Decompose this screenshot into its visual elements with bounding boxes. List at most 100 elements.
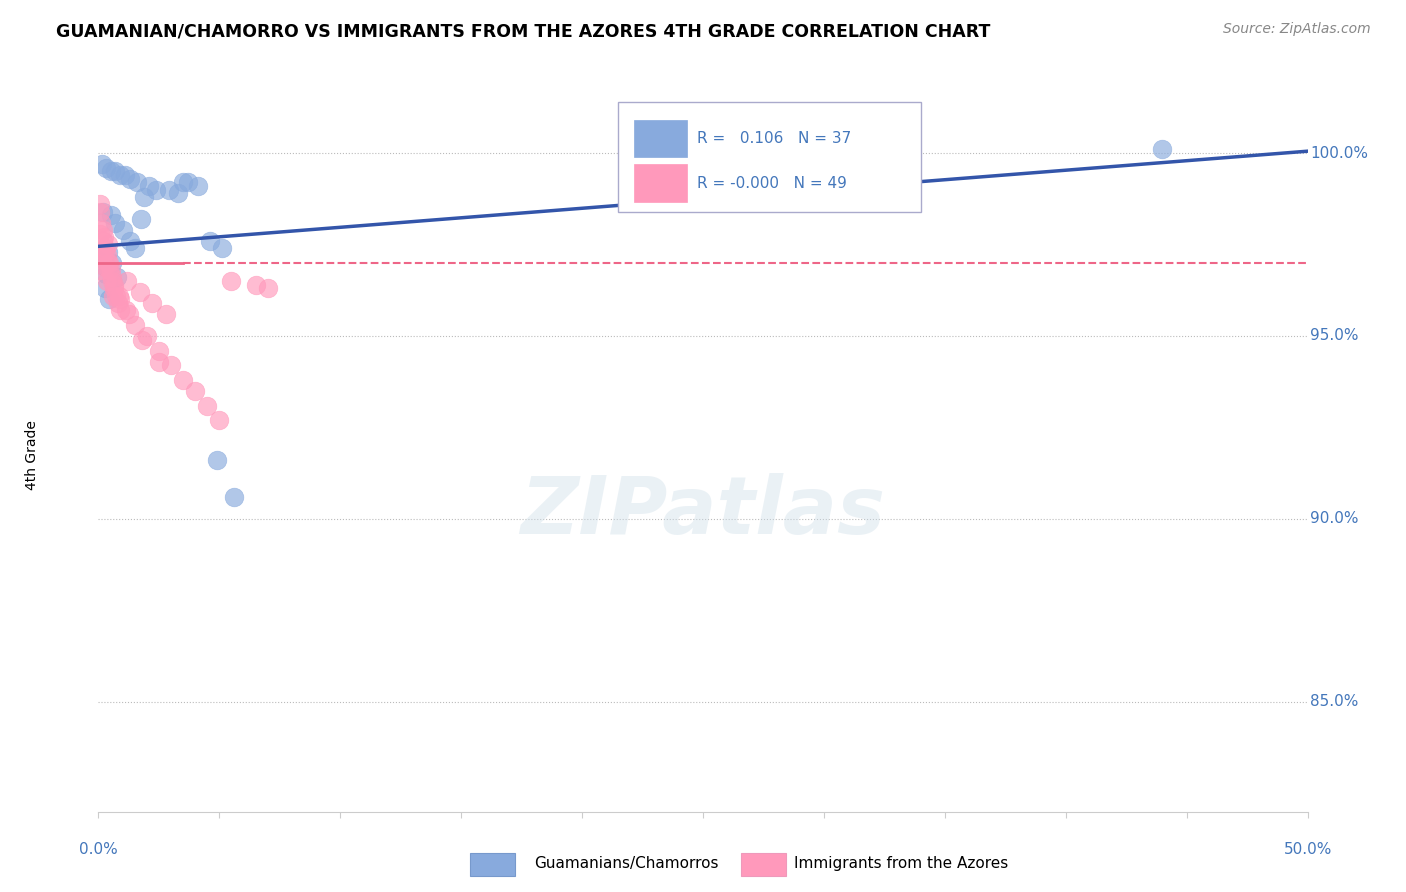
Point bbox=[134, 190, 156, 204]
Text: 90.0%: 90.0% bbox=[1310, 511, 1358, 526]
Point bbox=[177, 175, 200, 189]
Point bbox=[103, 281, 125, 295]
Point bbox=[160, 358, 183, 372]
Point bbox=[108, 168, 131, 182]
Point bbox=[89, 204, 111, 219]
Point bbox=[101, 270, 124, 285]
Point bbox=[104, 215, 127, 229]
Text: GUAMANIAN/CHAMORRO VS IMMIGRANTS FROM THE AZORES 4TH GRADE CORRELATION CHART: GUAMANIAN/CHAMORRO VS IMMIGRANTS FROM TH… bbox=[56, 22, 991, 40]
Point bbox=[155, 307, 177, 321]
Point bbox=[90, 248, 112, 262]
Point bbox=[103, 277, 125, 292]
Point bbox=[117, 274, 139, 288]
Point bbox=[108, 293, 131, 307]
Point bbox=[97, 256, 120, 270]
Point bbox=[111, 223, 134, 237]
Point bbox=[184, 384, 207, 398]
Point bbox=[124, 318, 146, 332]
Point bbox=[91, 223, 114, 237]
Point bbox=[256, 281, 278, 295]
Point bbox=[104, 164, 127, 178]
Point bbox=[129, 211, 152, 226]
Point bbox=[172, 373, 194, 387]
Point bbox=[96, 274, 118, 288]
Point bbox=[1152, 142, 1174, 156]
FancyBboxPatch shape bbox=[634, 164, 688, 202]
Point bbox=[101, 256, 124, 270]
Point bbox=[97, 263, 120, 277]
Text: R =   0.106   N = 37: R = 0.106 N = 37 bbox=[697, 130, 851, 145]
Point bbox=[97, 237, 120, 252]
Point bbox=[91, 252, 114, 267]
Point bbox=[211, 241, 233, 255]
Point bbox=[90, 244, 112, 259]
Point bbox=[94, 244, 117, 259]
Text: 100.0%: 100.0% bbox=[1310, 145, 1368, 161]
Point bbox=[128, 285, 150, 299]
Point bbox=[94, 281, 117, 295]
Point bbox=[118, 171, 141, 186]
Point bbox=[195, 399, 218, 413]
Point bbox=[208, 413, 231, 427]
Text: 4th Grade: 4th Grade bbox=[25, 420, 39, 490]
Point bbox=[89, 227, 111, 241]
Point bbox=[148, 354, 170, 368]
Point bbox=[187, 178, 209, 193]
Point bbox=[91, 252, 114, 267]
Point bbox=[93, 260, 115, 274]
Text: Guamanians/Chamorros: Guamanians/Chamorros bbox=[534, 856, 718, 871]
Text: R = -0.000   N = 49: R = -0.000 N = 49 bbox=[697, 176, 846, 191]
Point bbox=[90, 263, 112, 277]
Point bbox=[124, 241, 146, 255]
Point bbox=[93, 260, 115, 274]
Text: Source: ZipAtlas.com: Source: ZipAtlas.com bbox=[1223, 22, 1371, 37]
Point bbox=[118, 234, 141, 248]
Text: ZIPatlas: ZIPatlas bbox=[520, 473, 886, 551]
Point bbox=[138, 178, 160, 193]
Point bbox=[127, 175, 149, 189]
Point bbox=[198, 234, 221, 248]
Point bbox=[89, 197, 111, 211]
Point bbox=[157, 183, 180, 197]
Point bbox=[97, 244, 120, 259]
Text: 85.0%: 85.0% bbox=[1310, 695, 1358, 709]
Point bbox=[94, 241, 117, 255]
Point bbox=[91, 204, 114, 219]
Point bbox=[221, 274, 243, 288]
Point bbox=[141, 296, 163, 310]
Text: Immigrants from the Azores: Immigrants from the Azores bbox=[794, 856, 1008, 871]
Point bbox=[94, 161, 117, 175]
Point bbox=[131, 333, 153, 347]
Point bbox=[101, 289, 124, 303]
FancyBboxPatch shape bbox=[634, 120, 688, 157]
Point bbox=[205, 453, 228, 467]
Point bbox=[98, 293, 121, 307]
Point bbox=[93, 230, 115, 244]
Point bbox=[90, 215, 112, 229]
Point bbox=[107, 296, 129, 310]
Point bbox=[96, 248, 118, 262]
Text: 95.0%: 95.0% bbox=[1310, 328, 1358, 343]
Point bbox=[100, 164, 122, 178]
Point bbox=[108, 303, 131, 318]
Point bbox=[91, 234, 114, 248]
Point bbox=[245, 277, 267, 292]
FancyBboxPatch shape bbox=[619, 102, 921, 212]
Point bbox=[145, 183, 167, 197]
Point bbox=[100, 274, 122, 288]
Point bbox=[91, 157, 114, 171]
Point bbox=[104, 289, 127, 303]
Point bbox=[167, 186, 190, 201]
Point bbox=[148, 343, 170, 358]
Point bbox=[118, 307, 141, 321]
Point bbox=[114, 168, 136, 182]
Point bbox=[100, 208, 122, 222]
Point bbox=[135, 329, 157, 343]
Point bbox=[115, 303, 138, 318]
Text: 50.0%: 50.0% bbox=[1284, 842, 1331, 857]
Point bbox=[222, 490, 245, 504]
Text: 0.0%: 0.0% bbox=[79, 842, 118, 857]
Point bbox=[100, 263, 122, 277]
Point bbox=[172, 175, 194, 189]
Point bbox=[105, 270, 128, 285]
